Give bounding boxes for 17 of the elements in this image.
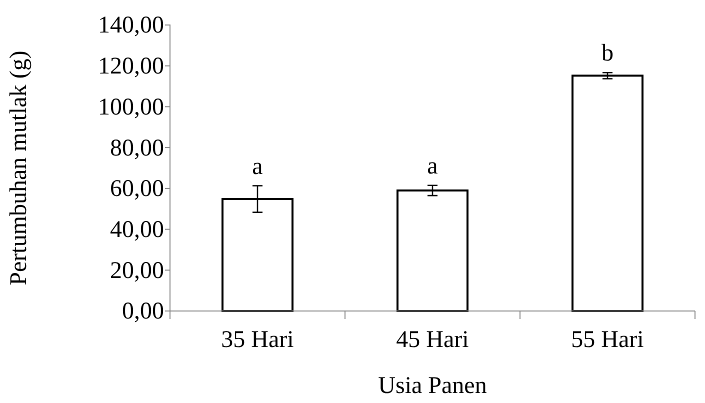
y-axis-title: Pertumbuhan mutlak (g)	[6, 50, 32, 286]
annotation: a	[427, 153, 438, 180]
x-tick-label: 35 Hari	[221, 327, 294, 353]
x-tick-label: 45 Hari	[396, 327, 470, 353]
x-tick-label: 55 Hari	[571, 327, 644, 353]
annotation: b	[602, 40, 614, 67]
y-tick-label: 140,00	[98, 12, 164, 39]
y-tick-label: 100,00	[98, 94, 164, 120]
annotation: a	[252, 154, 264, 180]
y-tick-label: 0,00	[122, 298, 164, 325]
y-tick-label: 20,00	[110, 258, 164, 284]
y-tick-label: 80,00	[110, 135, 164, 162]
y-tick-label: 120,00	[98, 54, 164, 80]
y-tick-label: 60,00	[110, 176, 164, 202]
y-tick-label: 40,00	[110, 216, 164, 243]
bar	[572, 74, 644, 312]
x-axis-title: Usia Panen	[378, 373, 487, 399]
